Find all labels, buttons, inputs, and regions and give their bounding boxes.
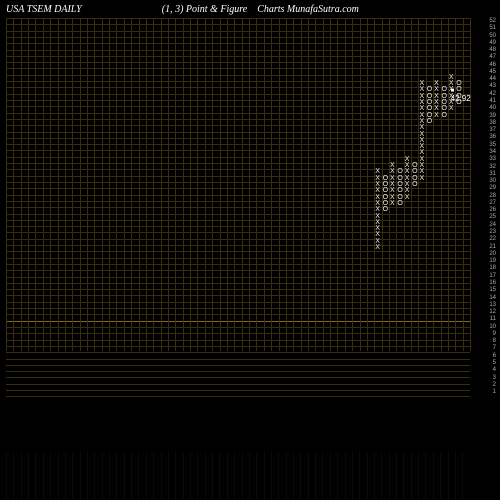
y-tick-label: 43 <box>489 83 496 89</box>
y-tick-label: 48 <box>489 47 496 53</box>
y-tick-label: 18 <box>489 265 496 271</box>
source-label: Charts MunafaSutra.com <box>257 4 359 15</box>
y-tick-label: 8 <box>493 338 496 344</box>
y-tick-label: 33 <box>489 156 496 162</box>
pnf-chart: XXXXXXXXXXXXXOOOOOOXXXXXXXOOOOOOXXXXXXXO… <box>6 18 470 448</box>
y-tick-label: 38 <box>489 120 496 126</box>
y-tick-label: 31 <box>489 171 496 177</box>
y-tick-label: 25 <box>489 214 496 220</box>
y-tick-label: 47 <box>489 54 496 60</box>
y-tick-label: 1 <box>493 389 496 395</box>
y-tick-label: 40 <box>489 105 496 111</box>
y-tick-label: 42 <box>489 91 496 97</box>
o-marker: O <box>383 207 388 213</box>
y-tick-label: 28 <box>489 193 496 199</box>
y-tick-label: 13 <box>489 302 496 308</box>
y-tick-label: 49 <box>489 40 496 46</box>
y-tick-label: 44 <box>489 76 496 82</box>
y-tick-label: 27 <box>489 200 496 206</box>
y-tick-label: 11 <box>490 316 496 322</box>
chart-type-label: (1, 3) Point & Figure <box>162 4 247 15</box>
x-marker: X <box>434 113 439 119</box>
y-tick-label: 34 <box>489 149 496 155</box>
o-marker: O <box>442 113 447 119</box>
o-marker: O <box>427 119 432 125</box>
y-tick-label: 7 <box>493 345 496 351</box>
chart-grid <box>6 18 470 396</box>
y-tick-label: 22 <box>489 236 496 242</box>
y-tick-label: 37 <box>489 127 496 133</box>
y-tick-label: 41 <box>489 98 496 104</box>
o-marker: O <box>412 182 417 188</box>
y-tick-label: 46 <box>489 62 496 68</box>
y-tick-label: 32 <box>489 164 496 170</box>
y-tick-label: 45 <box>489 69 496 75</box>
x-marker: X <box>390 201 395 207</box>
chart-header: USA TSEM DAILY (1, 3) Point & Figure Cha… <box>0 4 500 15</box>
y-tick-label: 36 <box>489 134 496 140</box>
y-tick-label: 21 <box>489 244 496 250</box>
o-marker: O <box>397 201 402 207</box>
y-tick-label: 12 <box>489 309 496 315</box>
y-tick-label: 4 <box>493 367 496 373</box>
y-tick-label: 29 <box>489 185 496 191</box>
y-tick-label: 52 <box>489 18 496 24</box>
y-tick-label: 16 <box>489 280 496 286</box>
y-tick-label: 23 <box>489 229 496 235</box>
ticker-label: USA TSEM DAILY <box>6 4 82 15</box>
y-tick-label: 15 <box>489 287 496 293</box>
x-axis-strip <box>6 452 470 500</box>
current-price-label: 42.92 <box>451 85 471 103</box>
x-marker: X <box>405 195 410 201</box>
y-tick-label: 14 <box>489 295 496 301</box>
y-axis: 5251504948474645444342414039383736353433… <box>470 18 496 448</box>
y-tick-label: 10 <box>489 324 496 330</box>
x-marker: X <box>449 106 454 112</box>
y-tick-label: 9 <box>493 331 496 337</box>
y-tick-label: 3 <box>493 375 496 381</box>
y-tick-label: 24 <box>489 222 496 228</box>
y-tick-label: 30 <box>489 178 496 184</box>
y-tick-label: 19 <box>489 258 496 264</box>
x-marker: X <box>419 176 424 182</box>
y-tick-label: 39 <box>489 113 496 119</box>
x-marker: X <box>375 245 380 251</box>
y-tick-label: 6 <box>493 353 496 359</box>
y-tick-label: 26 <box>489 207 496 213</box>
y-tick-label: 20 <box>489 251 496 257</box>
y-tick-label: 50 <box>489 33 496 39</box>
y-tick-label: 5 <box>493 360 496 366</box>
y-tick-label: 17 <box>489 273 496 279</box>
y-tick-label: 2 <box>493 382 496 388</box>
y-tick-label: 51 <box>489 25 496 31</box>
y-tick-label: 35 <box>489 142 496 148</box>
